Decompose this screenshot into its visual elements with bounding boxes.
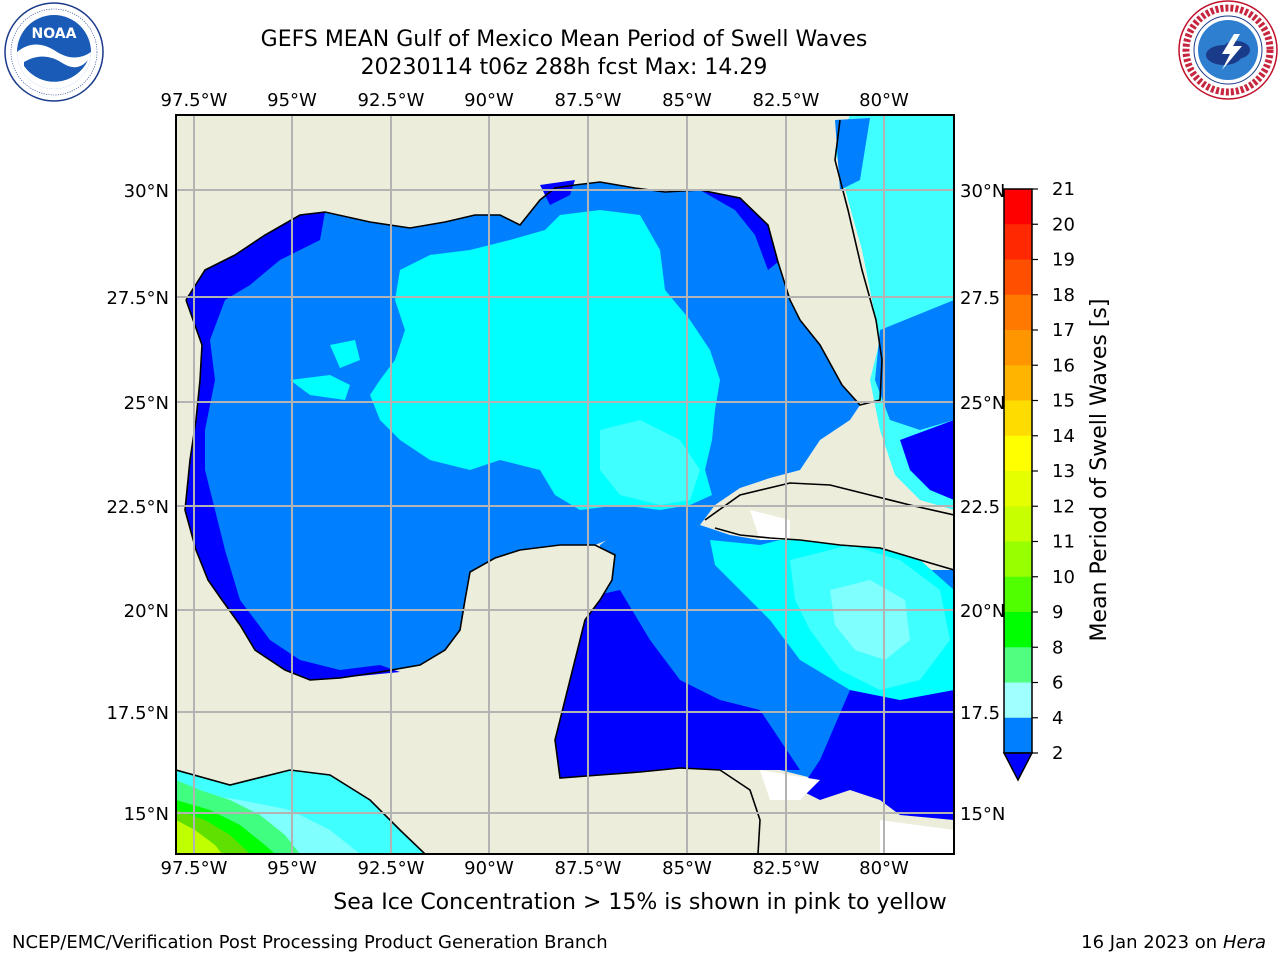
lon-label: 97.5°W (161, 90, 228, 111)
colorbar-tick-label: 10 (1052, 567, 1075, 588)
colorbar-tick-label: 2 (1052, 743, 1063, 764)
lon-label: 82.5°W (753, 90, 820, 111)
bottom-lon-labels: 97.5°W 95°W 92.5°W 90°W 87.5°W 85°W 82.5… (161, 858, 909, 879)
lon-label: 87.5°W (555, 90, 622, 111)
axis-labels: 97.5°W 95°W 92.5°W 90°W 87.5°W 85°W 82.5… (106, 90, 1005, 879)
coastline-pacific (176, 769, 426, 854)
map-area (176, 115, 954, 854)
date-stamp: 16 Jan 2023 on Hera (1081, 932, 1266, 953)
lon-label: 85°W (662, 858, 712, 879)
lat-label: 30°N (960, 181, 1005, 202)
colorbar-tick-label: 20 (1052, 214, 1075, 235)
lat-label: 25°N (124, 393, 169, 414)
nws-logo-icon (1178, 0, 1278, 100)
colorbar-extend (1002, 752, 1034, 782)
lon-label: 90°W (464, 90, 514, 111)
colorbar-tick-label: 11 (1052, 532, 1075, 553)
left-lat-labels: 30°N 27.5°N 25°N 22.5°N 20°N 17.5°N 15°N (106, 181, 169, 825)
cuba-land (705, 483, 954, 570)
colorbar-tick-label: 4 (1052, 708, 1063, 729)
lat-label: 27.5°N (106, 288, 169, 309)
colorbar-segment (1004, 612, 1032, 648)
lat-label: 20°N (124, 601, 169, 622)
colorbar-tick-label: 21 (1052, 179, 1075, 200)
colorbar-segment (1004, 259, 1032, 296)
no-data (750, 510, 790, 540)
swell-band-below-2 (900, 420, 954, 500)
swell-band-4-6 (290, 340, 360, 400)
colorbar-tick-label: 14 (1052, 426, 1075, 447)
lat-label: 20°N (960, 601, 1005, 622)
lon-label: 90°W (464, 858, 514, 879)
colorbar-tick-label: 12 (1052, 496, 1075, 517)
colorbar-tick-label: 8 (1052, 637, 1063, 658)
colorbar-segment (1004, 400, 1032, 437)
colorbar-tick-label: 13 (1052, 461, 1075, 482)
sea-ice-note: Sea Ice Concentration > 15% is shown in … (333, 890, 947, 915)
colorbar-segment (1004, 189, 1032, 225)
coastline-mexico-west (184, 299, 761, 854)
colorbar-segment (1004, 647, 1032, 683)
lat-label: 17.5 (960, 703, 1000, 724)
colorbar-tick-label: 9 (1052, 602, 1063, 623)
top-lon-labels: 97.5°W 95°W 92.5°W 90°W 87.5°W 85°W 82.5… (161, 90, 909, 111)
no-data (760, 770, 954, 854)
swell-band-below-2 (555, 590, 800, 778)
swell-band-2-4 (835, 118, 954, 430)
swell-band-12-13 (176, 820, 222, 854)
lat-label: 30°N (124, 181, 169, 202)
graticule (176, 115, 954, 854)
lon-label: 80°W (859, 858, 909, 879)
lat-label: 17.5°N (106, 703, 169, 724)
right-lat-labels: 30°N 27.5 25°N 22.5 20°N 17.5 15°N (960, 181, 1005, 825)
map-frame (175, 114, 955, 855)
lon-label: 85°W (662, 90, 712, 111)
credit-text: NCEP/EMC/Verification Post Processing Pr… (12, 932, 608, 953)
colorbar-segment (1004, 717, 1032, 754)
colorbar-tick-label: 16 (1052, 355, 1075, 376)
colorbar-segment (1004, 435, 1032, 472)
colorbar-segment (1004, 506, 1032, 542)
lon-label: 87.5°W (555, 858, 622, 879)
lat-label: 22.5 (960, 497, 1000, 518)
colorbar-label: Mean Period of Swell Waves [s] (1087, 299, 1112, 642)
noaa-logo-icon: NOAA (4, 2, 104, 102)
colorbar-tick-label: 6 (1052, 673, 1063, 694)
colorbar-tick-label: 18 (1052, 285, 1075, 306)
lat-label: 15°N (124, 804, 169, 825)
colorbar: 21 20 19 18 17 16 15 14 13 12 11 10 9 8 6 4 2 (1002, 179, 1075, 782)
colorbar-segment (1004, 294, 1032, 331)
lon-label: 80°W (859, 90, 909, 111)
chart-title: GEFS MEAN Gulf of Mexico Mean Period of … (260, 27, 868, 52)
lon-label: 82.5°W (753, 858, 820, 879)
machine-name: Hera (1222, 932, 1266, 953)
colorbar-segment (1004, 224, 1032, 260)
colorbar-segment (1004, 541, 1032, 578)
lat-label: 22.5°N (106, 497, 169, 518)
colorbar-tick-label: 19 (1052, 250, 1075, 271)
colorbar-segment (1004, 576, 1032, 613)
lon-label: 92.5°W (358, 858, 425, 879)
colorbar-segment (1004, 682, 1032, 719)
colorbar-tick-label: 15 (1052, 391, 1075, 412)
lat-label: 25°N (960, 393, 1005, 414)
lat-label: 27.5 (960, 288, 1000, 309)
colorbar-segment (1004, 330, 1032, 366)
lon-label: 97.5°W (161, 858, 228, 879)
colorbar-segment (1004, 471, 1032, 507)
yucatan-land (290, 545, 615, 854)
swell-band-6-8 (600, 420, 700, 505)
lat-label: 15°N (960, 804, 1005, 825)
chart-subtitle: 20230114 t06z 288h fcst Max: 14.29 (360, 55, 768, 80)
lon-label: 95°W (267, 90, 317, 111)
date-text: 16 Jan 2023 on (1081, 932, 1223, 953)
swell-band-below-2 (800, 690, 954, 820)
colorbar-tick-label: 17 (1052, 320, 1075, 341)
lon-label: 95°W (267, 858, 317, 879)
colorbar-segment (1004, 365, 1032, 401)
noaa-logo-text: NOAA (32, 26, 77, 42)
lon-label: 92.5°W (358, 90, 425, 111)
swell-band-8-9 (830, 580, 910, 660)
